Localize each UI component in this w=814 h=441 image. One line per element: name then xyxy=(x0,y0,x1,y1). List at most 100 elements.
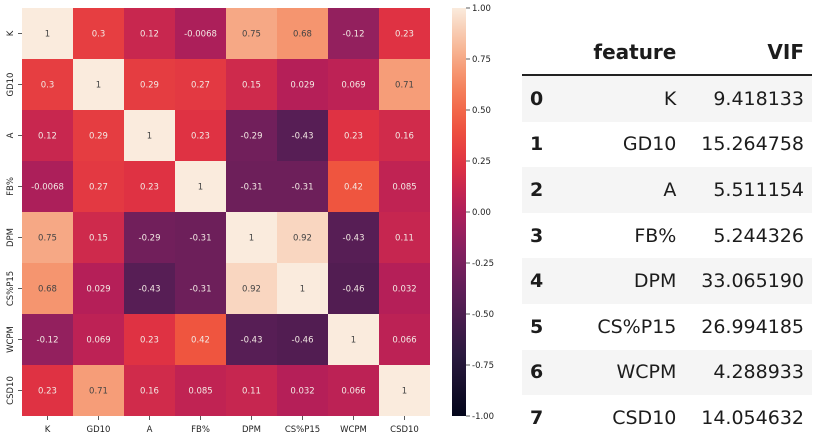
vif-table: feature VIF 0 K 9.418133 1 GD10 15.26475… xyxy=(522,30,812,441)
heatmap-cell-value: 0.16 xyxy=(140,387,159,397)
row-index: 6 xyxy=(530,361,544,384)
heatmap-cell xyxy=(226,59,277,110)
heatmap-cell xyxy=(277,365,328,416)
heatmap-cell xyxy=(124,212,175,263)
heatmap-cell xyxy=(73,161,124,212)
x-tick-label: FB% xyxy=(191,425,210,432)
heatmap-cell xyxy=(22,110,73,161)
heatmap-cell xyxy=(175,8,226,59)
heatmap-cell xyxy=(124,59,175,110)
heatmap-cell-value: 0.23 xyxy=(395,30,414,40)
heatmap-cell xyxy=(73,59,124,110)
heatmap-cell-value: 0.23 xyxy=(38,387,57,397)
heatmap-cell xyxy=(22,212,73,263)
colorbar-tick-label: 1.00 xyxy=(472,4,491,14)
heatmap-cell xyxy=(22,59,73,110)
colorbar-tick-label: 0.50 xyxy=(472,106,491,116)
heatmap-svg: 1 0.3 0.12 -0.0068 0.75 0.68 -0.12 0.23 0.3 1 0.29… xyxy=(6,4,494,435)
heatmap-cell xyxy=(226,365,277,416)
heatmap-cell-value: 0.23 xyxy=(140,336,159,346)
heatmap-cell-value: 1 xyxy=(96,81,101,91)
heatmap-cell xyxy=(124,161,175,212)
heatmap-cell xyxy=(175,263,226,314)
heatmap-cell-value: 0.12 xyxy=(38,132,57,142)
row-feature: DPM xyxy=(633,270,677,293)
heatmap-cell xyxy=(175,59,226,110)
heatmap-cell-value: -0.31 xyxy=(190,234,212,244)
row-vif: 4.288933 xyxy=(713,361,804,384)
colorbar-tick-label: 0.00 xyxy=(472,208,491,218)
feature-column-header: feature xyxy=(593,40,677,64)
heatmap-cell-value: -0.43 xyxy=(343,234,365,244)
heatmap-cell xyxy=(277,110,328,161)
heatmap-cell xyxy=(226,8,277,59)
row-feature: WCPM xyxy=(616,361,677,384)
colorbar xyxy=(452,8,466,416)
heatmap-cell-value: 0.29 xyxy=(140,81,159,91)
heatmap-cell-value: 0.42 xyxy=(191,336,210,346)
heatmap-cell-value: 0.3 xyxy=(41,81,55,91)
row-vif: 14.054632 xyxy=(701,406,804,429)
heatmap-cell xyxy=(379,365,430,416)
heatmap-cell xyxy=(226,110,277,161)
heatmap-cell-value: 0.15 xyxy=(89,234,108,244)
heatmap-cell-value: 1 xyxy=(249,234,254,244)
row-feature: CS%P15 xyxy=(597,315,677,338)
vif-table-header-row: feature VIF xyxy=(522,30,812,75)
heatmap-cell-value: 0.066 xyxy=(341,387,365,397)
heatmap-cell-value: 1 xyxy=(198,183,203,193)
y-tick-label: WCPM xyxy=(6,326,16,353)
heatmap-cell xyxy=(175,365,226,416)
x-tick-label: DPM xyxy=(242,425,261,432)
heatmap-cell xyxy=(22,314,73,365)
heatmap-cell-value: 0.029 xyxy=(86,285,110,295)
heatmap-cell-value: 0.15 xyxy=(242,81,261,91)
table-row: 1 GD10 15.264758 xyxy=(522,122,812,168)
heatmap-cell xyxy=(124,263,175,314)
heatmap-cell-value: 0.3 xyxy=(92,30,106,40)
heatmap-cell xyxy=(328,110,379,161)
index-column-header xyxy=(522,30,578,75)
x-tick-label: A xyxy=(147,425,153,432)
row-index: 7 xyxy=(530,406,544,429)
heatmap-cell xyxy=(22,8,73,59)
heatmap-cell xyxy=(277,314,328,365)
colorbar-tick-label: -1.00 xyxy=(472,412,494,422)
row-vif: 5.244326 xyxy=(713,224,804,247)
heatmap-cell xyxy=(73,365,124,416)
heatmap-cell xyxy=(277,212,328,263)
table-row: 3 FB% 5.244326 xyxy=(522,213,812,259)
heatmap-cell-value: -0.12 xyxy=(343,30,365,40)
heatmap-cell-value: -0.31 xyxy=(292,183,314,193)
heatmap-cell-value: 0.069 xyxy=(86,336,110,346)
heatmap-cell xyxy=(124,110,175,161)
heatmap-cell-value: 0.71 xyxy=(89,387,108,397)
heatmap-cell-value: -0.0068 xyxy=(31,183,64,193)
heatmap-cell-value: 0.29 xyxy=(89,132,108,142)
heatmap-cell xyxy=(328,59,379,110)
heatmap-cell-value: 1 xyxy=(351,336,356,346)
heatmap-cell-value: 0.23 xyxy=(191,132,210,142)
heatmap-cell-value: -0.29 xyxy=(139,234,161,244)
correlation-heatmap: 1 0.3 0.12 -0.0068 0.75 0.68 -0.12 0.23 0.3 1 0.29… xyxy=(6,4,494,435)
heatmap-cell xyxy=(73,263,124,314)
heatmap-cell xyxy=(226,263,277,314)
heatmap-cell xyxy=(175,314,226,365)
row-feature: GD10 xyxy=(622,133,677,156)
row-index: 4 xyxy=(530,270,544,293)
heatmap-cell-value: 0.75 xyxy=(242,30,261,40)
heatmap-cell xyxy=(73,212,124,263)
heatmap-cell xyxy=(379,212,430,263)
heatmap-cell-value: -0.31 xyxy=(241,183,263,193)
row-feature: FB% xyxy=(634,224,677,247)
heatmap-cell-value: 0.27 xyxy=(191,81,210,91)
heatmap-cell-value: 0.27 xyxy=(89,183,108,193)
heatmap-cell xyxy=(22,263,73,314)
x-tick-label: WCPM xyxy=(340,425,367,432)
heatmap-cell xyxy=(124,8,175,59)
heatmap-cell xyxy=(124,314,175,365)
colorbar-tick-label: 0.75 xyxy=(472,55,491,65)
table-row: 0 K 9.418133 xyxy=(522,75,812,122)
row-vif: 26.994185 xyxy=(701,315,804,338)
row-vif: 15.264758 xyxy=(701,133,804,156)
